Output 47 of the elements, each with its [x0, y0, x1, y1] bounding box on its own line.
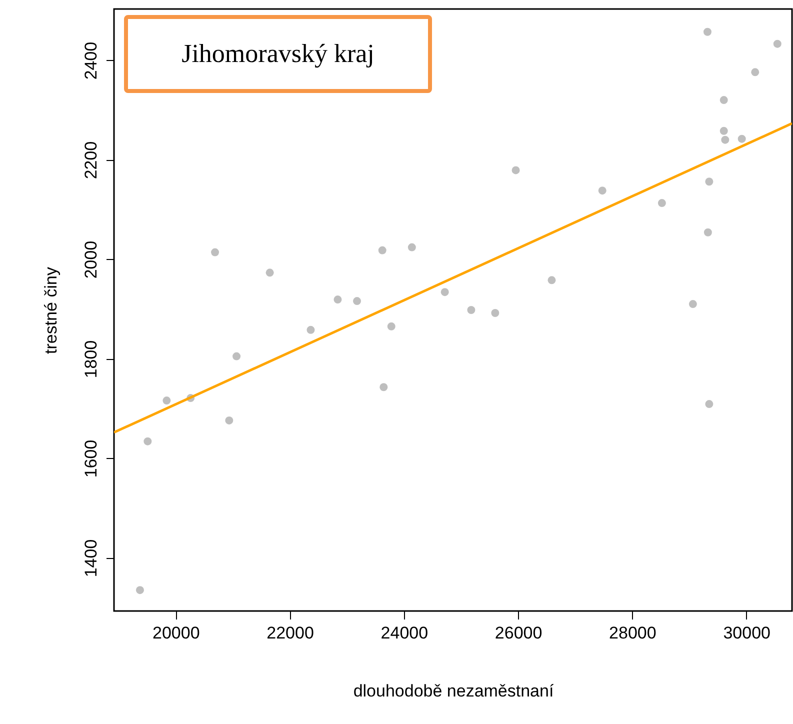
- x-tick-label: 20000: [152, 624, 200, 642]
- point: [306, 326, 315, 334]
- point: [598, 186, 606, 195]
- point: [658, 199, 666, 208]
- x-tick-label: 30000: [723, 624, 770, 642]
- point: [378, 246, 386, 254]
- y-tick-label: 1800: [82, 340, 100, 378]
- y-tick-label: 2400: [82, 42, 100, 80]
- x-axis-title: dlouhodobě nezaměstnaní: [353, 682, 554, 700]
- point: [751, 68, 760, 76]
- x-tick-label: 24000: [380, 624, 428, 642]
- y-tick-label: 2000: [82, 240, 100, 279]
- point: [548, 276, 556, 284]
- annotation: Jihomoravský kraj: [182, 39, 374, 68]
- point: [705, 400, 714, 408]
- x-tick-label: 22000: [266, 624, 314, 642]
- point: [720, 126, 728, 135]
- point: [467, 306, 476, 314]
- point: [380, 383, 388, 392]
- x-tick-label: 28000: [609, 624, 656, 642]
- y-axis-title: trestné činy: [42, 266, 60, 354]
- point: [408, 243, 416, 252]
- point: [387, 322, 396, 330]
- point: [144, 437, 152, 446]
- x-tick-label: 26000: [494, 624, 542, 642]
- point: [266, 268, 274, 277]
- point: [211, 248, 220, 256]
- point: [721, 136, 730, 144]
- point: [491, 308, 500, 317]
- point: [334, 296, 342, 304]
- point: [773, 40, 782, 48]
- point: [353, 297, 362, 306]
- point: [703, 28, 712, 36]
- point: [705, 178, 714, 186]
- point: [688, 300, 697, 308]
- y-tick-label: 1600: [82, 440, 100, 478]
- point: [512, 166, 520, 174]
- point: [232, 352, 241, 360]
- point: [136, 586, 144, 594]
- point: [738, 134, 746, 143]
- point: [440, 288, 449, 296]
- point: [720, 96, 728, 104]
- point: [704, 228, 712, 236]
- point: [225, 416, 234, 424]
- y-tick-label: 2200: [82, 141, 100, 180]
- point: [162, 396, 171, 405]
- y-tick-label: 1400: [82, 539, 100, 578]
